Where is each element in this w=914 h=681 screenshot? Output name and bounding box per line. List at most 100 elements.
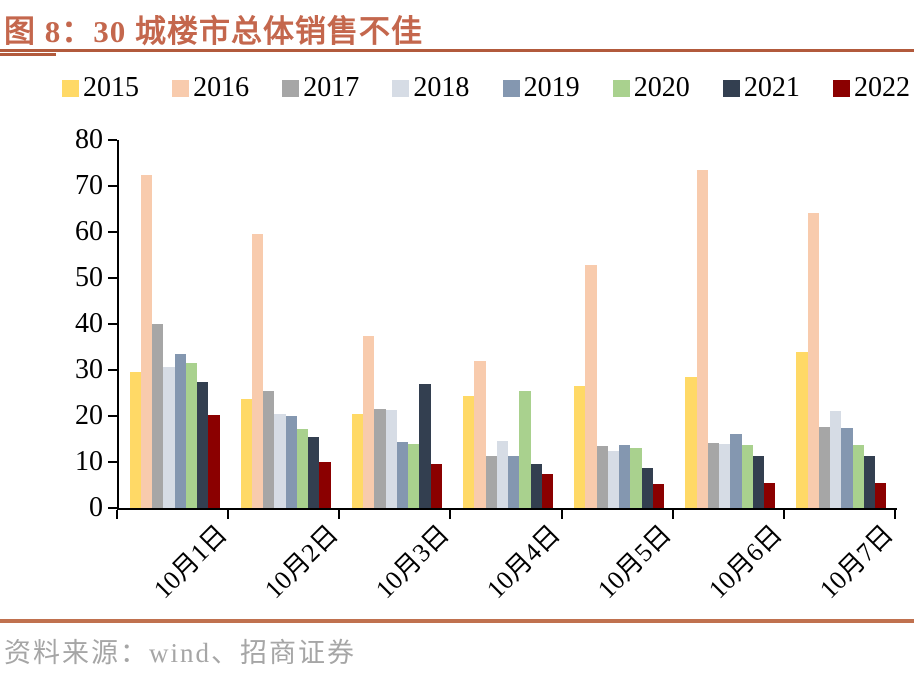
y-tick-label: 30 [75, 354, 103, 385]
legend-swatch-icon [832, 79, 850, 97]
bar-2015-10月5日 [574, 386, 586, 508]
bar-2017-10月2日 [263, 391, 275, 508]
bar-2021-10月5日 [641, 467, 653, 508]
y-tick-label: 60 [75, 216, 103, 247]
plot-area [117, 140, 897, 510]
bar-2015-10月3日 [351, 413, 364, 508]
x-tick [782, 510, 785, 519]
bar-2021-10月3日 [419, 383, 431, 508]
legend-label: 2018 [413, 72, 470, 103]
x-category-label: 10月7日 [814, 519, 900, 605]
bar-2017-10月3日 [374, 408, 386, 508]
bar-2020-10月5日 [630, 448, 642, 508]
y-tick [108, 369, 117, 371]
bar-2019-10月7日 [841, 427, 853, 508]
bar-2015-10月1日 [129, 372, 141, 508]
y-tick-label: 20 [75, 400, 103, 431]
y-tick [108, 323, 117, 325]
y-tick-label: 10 [75, 446, 103, 477]
bar-2022-10月5日 [652, 483, 665, 508]
legend-swatch-icon [502, 79, 520, 97]
legend-swatch-icon [282, 79, 300, 97]
bar-2022-10月6日 [764, 482, 776, 508]
bar-2015-10月7日 [796, 351, 808, 508]
y-tick-label: 0 [89, 492, 103, 523]
bar-2022-10月3日 [430, 463, 442, 508]
bar-2022-10月1日 [208, 415, 220, 508]
bar-2020-10月6日 [741, 445, 753, 508]
bar-2021-10月2日 [308, 436, 320, 508]
bar-2022-10月4日 [541, 474, 553, 508]
x-category-label: 10月4日 [480, 519, 566, 605]
x-category-label: 10月2日 [258, 519, 344, 605]
x-category-label: 10月3日 [369, 519, 455, 605]
bar-2018-10月5日 [607, 450, 620, 508]
footer-divider [0, 619, 914, 623]
bar-2016-10月7日 [807, 212, 819, 508]
bar-2019-10月2日 [285, 416, 297, 508]
legend-swatch-icon [62, 79, 79, 97]
bar-2018-10月3日 [385, 409, 397, 508]
bar-2021-10月4日 [530, 464, 542, 508]
bar-2015-10月6日 [685, 377, 697, 508]
bar-2022-10月7日 [875, 482, 887, 508]
bar-2020-10月7日 [852, 444, 864, 508]
bar-2020-10月3日 [408, 443, 420, 508]
title-underline [0, 49, 914, 52]
legend-swatch-icon [172, 79, 190, 97]
bar-2020-10月4日 [519, 390, 531, 508]
legend-item-2017: 2017 [282, 73, 359, 103]
y-tick-label: 80 [75, 124, 103, 155]
legend-swatch-icon [722, 79, 740, 97]
legend-label: 2015 [83, 72, 139, 103]
x-tick [894, 510, 896, 519]
x-tick [338, 510, 341, 519]
y-tick [108, 139, 117, 141]
bar-2018-10月2日 [274, 414, 286, 508]
legend-label: 2021 [743, 72, 800, 103]
bar-2021-10月7日 [863, 456, 876, 508]
bar-2017-10月6日 [707, 443, 720, 508]
bar-2016-10月1日 [140, 174, 153, 508]
x-tick [449, 510, 452, 519]
bar-2017-10月1日 [152, 324, 164, 508]
legend-item-2015: 2015 [62, 73, 139, 103]
y-tick [108, 277, 117, 279]
bar-2018-10月1日 [163, 366, 175, 508]
bar-2016-10月6日 [696, 169, 708, 508]
x-category-label: 10月5日 [592, 519, 677, 605]
bar-2017-10月4日 [485, 455, 497, 508]
bar-2016-10月3日 [363, 335, 375, 508]
page-title: 图 8：30 城楼市总体销售不佳 [4, 14, 423, 49]
bar-2019-10月6日 [730, 434, 742, 508]
legend-label: 2020 [633, 72, 690, 103]
bar-2015-10月4日 [463, 396, 475, 508]
bar-2019-10月5日 [619, 445, 631, 508]
legend-label: 2019 [523, 72, 580, 103]
source-note: 资料来源：wind、招商证券 [4, 638, 356, 668]
bar-2017-10月5日 [596, 445, 608, 508]
x-category-label: 10月6日 [703, 519, 789, 605]
legend-item-2022: 2022 [832, 72, 910, 103]
y-tick [108, 507, 117, 509]
legend-label: 2016 [193, 72, 250, 103]
legend-label: 2017 [303, 72, 360, 103]
y-tick [108, 185, 117, 187]
y-tick [108, 231, 117, 233]
bar-2022-10月2日 [319, 461, 331, 508]
y-tick [108, 415, 117, 417]
legend-item-2018: 2018 [392, 73, 469, 103]
legend-swatch-icon [612, 79, 630, 97]
x-tick [671, 510, 674, 519]
x-tick [116, 510, 118, 519]
bar-2019-10月3日 [396, 442, 409, 508]
title-underline-left-segment [0, 53, 56, 56]
x-category-label: 10月1日 [147, 519, 233, 605]
bar-2016-10月2日 [251, 234, 264, 508]
x-tick [227, 510, 230, 519]
legend-label: 2022 [853, 72, 910, 103]
legend-item-2019: 2019 [502, 72, 580, 103]
bar-2019-10月4日 [508, 456, 520, 508]
bar-2018-10月6日 [719, 443, 731, 508]
bar-2016-10月4日 [474, 360, 486, 508]
